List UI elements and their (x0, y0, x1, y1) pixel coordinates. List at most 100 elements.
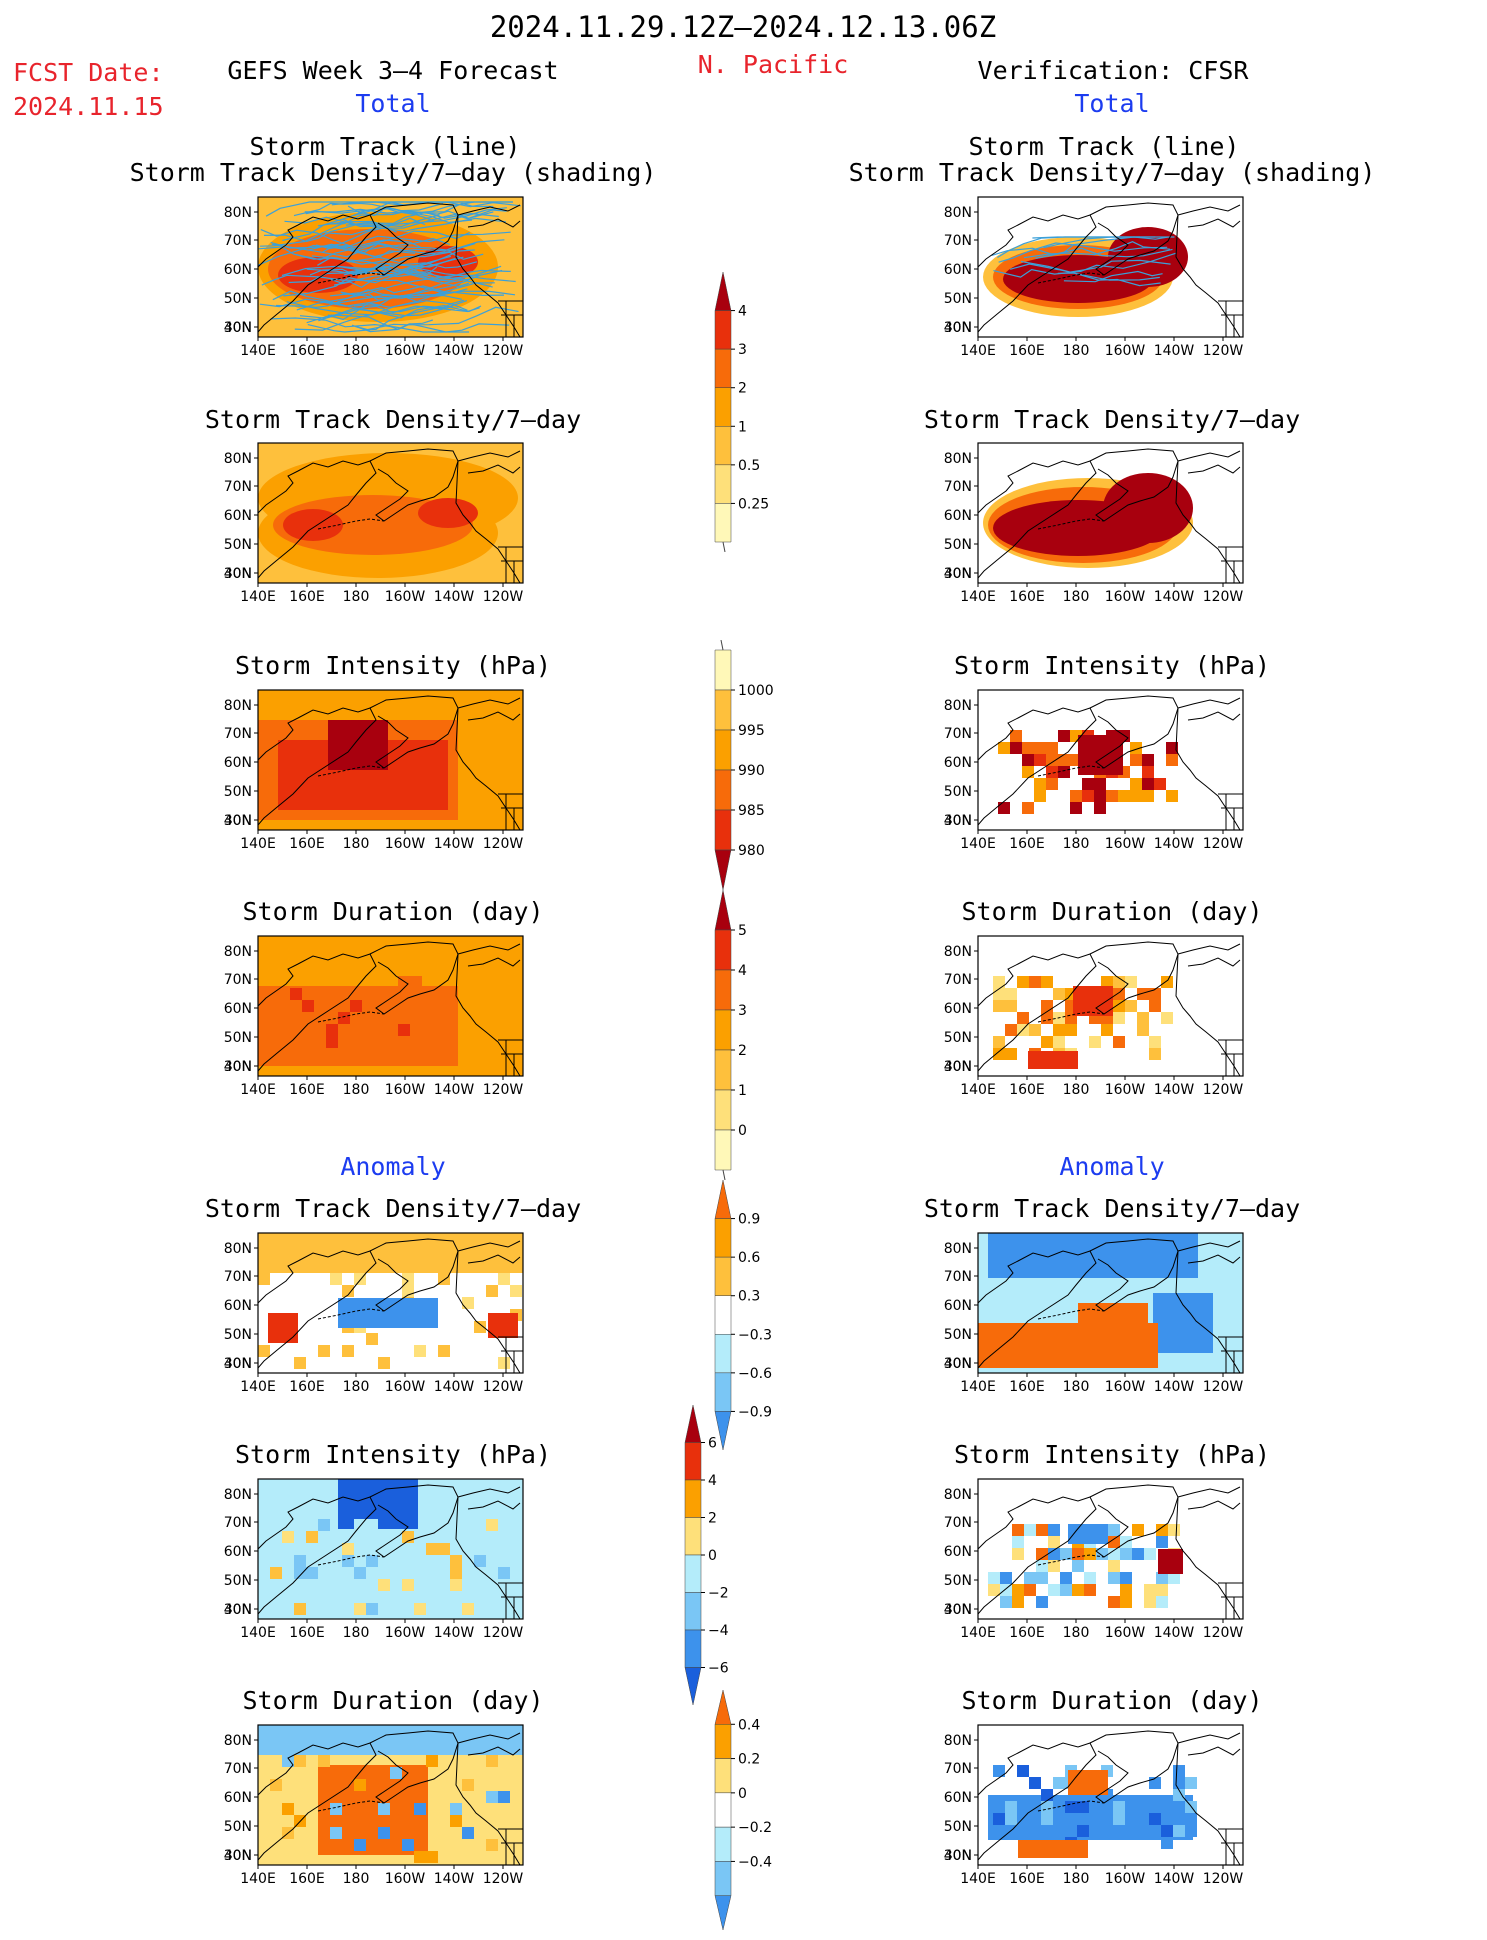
grid-cell (1005, 1024, 1017, 1036)
colorbar-tick-label: 995 (738, 723, 765, 739)
grid-cell (1094, 802, 1106, 814)
colorbar-segment (714, 1861, 732, 1896)
storm-track-line (342, 265, 502, 282)
lat-tick-label: 50N (224, 537, 252, 553)
grid-cell (1142, 754, 1154, 766)
grid-cell (1036, 1560, 1048, 1572)
storm-track-line (347, 205, 499, 219)
grid-cell (378, 1827, 390, 1839)
lat-tick-label: 50N (944, 1327, 972, 1343)
colorbar-tick-label: 0.3 (738, 1289, 760, 1305)
grid-cell (486, 1839, 498, 1851)
grid-cell (486, 1519, 498, 1531)
lon-tick-label: 140E (960, 1082, 996, 1098)
colorbar-segment (714, 503, 732, 543)
storm-track-line (317, 207, 507, 227)
storm-track-line (1020, 259, 1171, 273)
lon-tick-label: 160E (1009, 1082, 1045, 1098)
storm-track-line (354, 280, 493, 307)
fcst-date-label: FCST Date: (13, 58, 164, 87)
coastline-asia (258, 953, 377, 1072)
lat-tick-label: 70N (224, 1269, 252, 1285)
grid-cell (354, 1839, 366, 1851)
map-frame (977, 689, 1244, 831)
colorbar-segment (714, 809, 732, 851)
grid-cell (1005, 1048, 1017, 1060)
lat-tick-label: 80N (224, 1241, 252, 1257)
grid-cell (1048, 1536, 1060, 1548)
grid-cell (1120, 1596, 1132, 1608)
colorbar-duration-anomaly: 0.4 0.2 0 −0.2 −0.4 (714, 1689, 772, 1931)
colorbar-tick-label: 3 (738, 342, 747, 358)
lat-tick-label: 40N (944, 1059, 972, 1075)
grid-cell (1022, 754, 1034, 766)
grid-cell (510, 1285, 522, 1297)
colorbar-tick-label: 4 (738, 963, 747, 979)
map-frame (257, 196, 524, 338)
colorbar-tail (720, 640, 724, 651)
lon-tick-label: 180 (1063, 589, 1090, 605)
storm-track-line (355, 306, 519, 331)
lon-tick-label: 160W (385, 343, 426, 359)
shade-region (1103, 473, 1193, 543)
grid-cell (1161, 1837, 1173, 1849)
lat-tick-label: 40N (944, 566, 972, 582)
grid-cell (1113, 988, 1125, 1000)
coastline-aleutians (1037, 1800, 1105, 1812)
grid-cell (354, 1555, 366, 1567)
colorbar-tick-label: 985 (738, 803, 765, 819)
grid-cell (1048, 1584, 1060, 1596)
state-lines (1218, 1336, 1243, 1373)
colorbar-segment (714, 1689, 732, 1725)
grid-cell (1022, 766, 1034, 778)
colorbar-tick-label: −0.3 (738, 1327, 772, 1343)
panel-title-anom-density-right: Storm Track Density/7–day (923, 1194, 1301, 1223)
grid-cell (1089, 1036, 1101, 1048)
lat-tick-label: 80N (944, 1241, 972, 1257)
colorbar-tick-label: 3 (738, 1003, 747, 1019)
colorbar-intensity-anomaly: 6 4 2 0 −2 −4 −6 (684, 1404, 729, 1706)
coastline-alaska (369, 1730, 459, 1804)
grid-cell (422, 1012, 434, 1024)
coastline-canada (455, 204, 521, 337)
lat-tick-label: 30N (224, 1059, 252, 1075)
state-lines (1218, 1039, 1243, 1076)
grid-cell (450, 1579, 462, 1591)
grid-cell (1046, 766, 1058, 778)
grid-cell (1108, 1524, 1120, 1536)
lat-tick-label: 70N (944, 233, 972, 249)
grid-cell (1142, 766, 1154, 778)
coastline-asia (258, 1250, 377, 1369)
colorbar-segment (684, 1592, 702, 1631)
coastline-canada (1175, 1240, 1241, 1373)
grid-cell (342, 1543, 354, 1555)
lat-tick-label: 70N (224, 233, 252, 249)
state-lines (1218, 1828, 1243, 1865)
colorbar-segment (714, 387, 732, 427)
colorbar-segment (714, 1826, 732, 1862)
storm-track-line (288, 255, 452, 284)
grid-cell (294, 1755, 306, 1767)
grid-cell (438, 1345, 450, 1357)
colorbar-segment (714, 849, 732, 891)
lat-tick-label: 70N (944, 1761, 972, 1777)
lon-tick-label: 160W (385, 589, 426, 605)
grid-cell (1108, 1560, 1120, 1572)
grid-cell (378, 1357, 390, 1369)
grid-cell (462, 1543, 474, 1555)
lon-tick-label: 120W (483, 1625, 524, 1641)
colorbar-tick-label: −0.2 (738, 1820, 772, 1836)
lat-tick-label: 80N (224, 944, 252, 960)
lon-tick-label: 140E (960, 1871, 996, 1887)
lat-tick-label: 30N (224, 813, 252, 829)
grid-cell (1010, 742, 1022, 754)
grid-cell (294, 1357, 306, 1369)
lat-tick-label: 40N (944, 813, 972, 829)
lat-tick-label: 40N (224, 1356, 252, 1372)
grid-cell (1185, 1825, 1197, 1837)
grid-cell (1024, 1584, 1036, 1596)
grid-cell (1012, 1584, 1024, 1596)
panel-title-track-line-right: Storm Track (line) (968, 132, 1240, 161)
colorbar-tick-label: 4 (708, 1473, 717, 1489)
